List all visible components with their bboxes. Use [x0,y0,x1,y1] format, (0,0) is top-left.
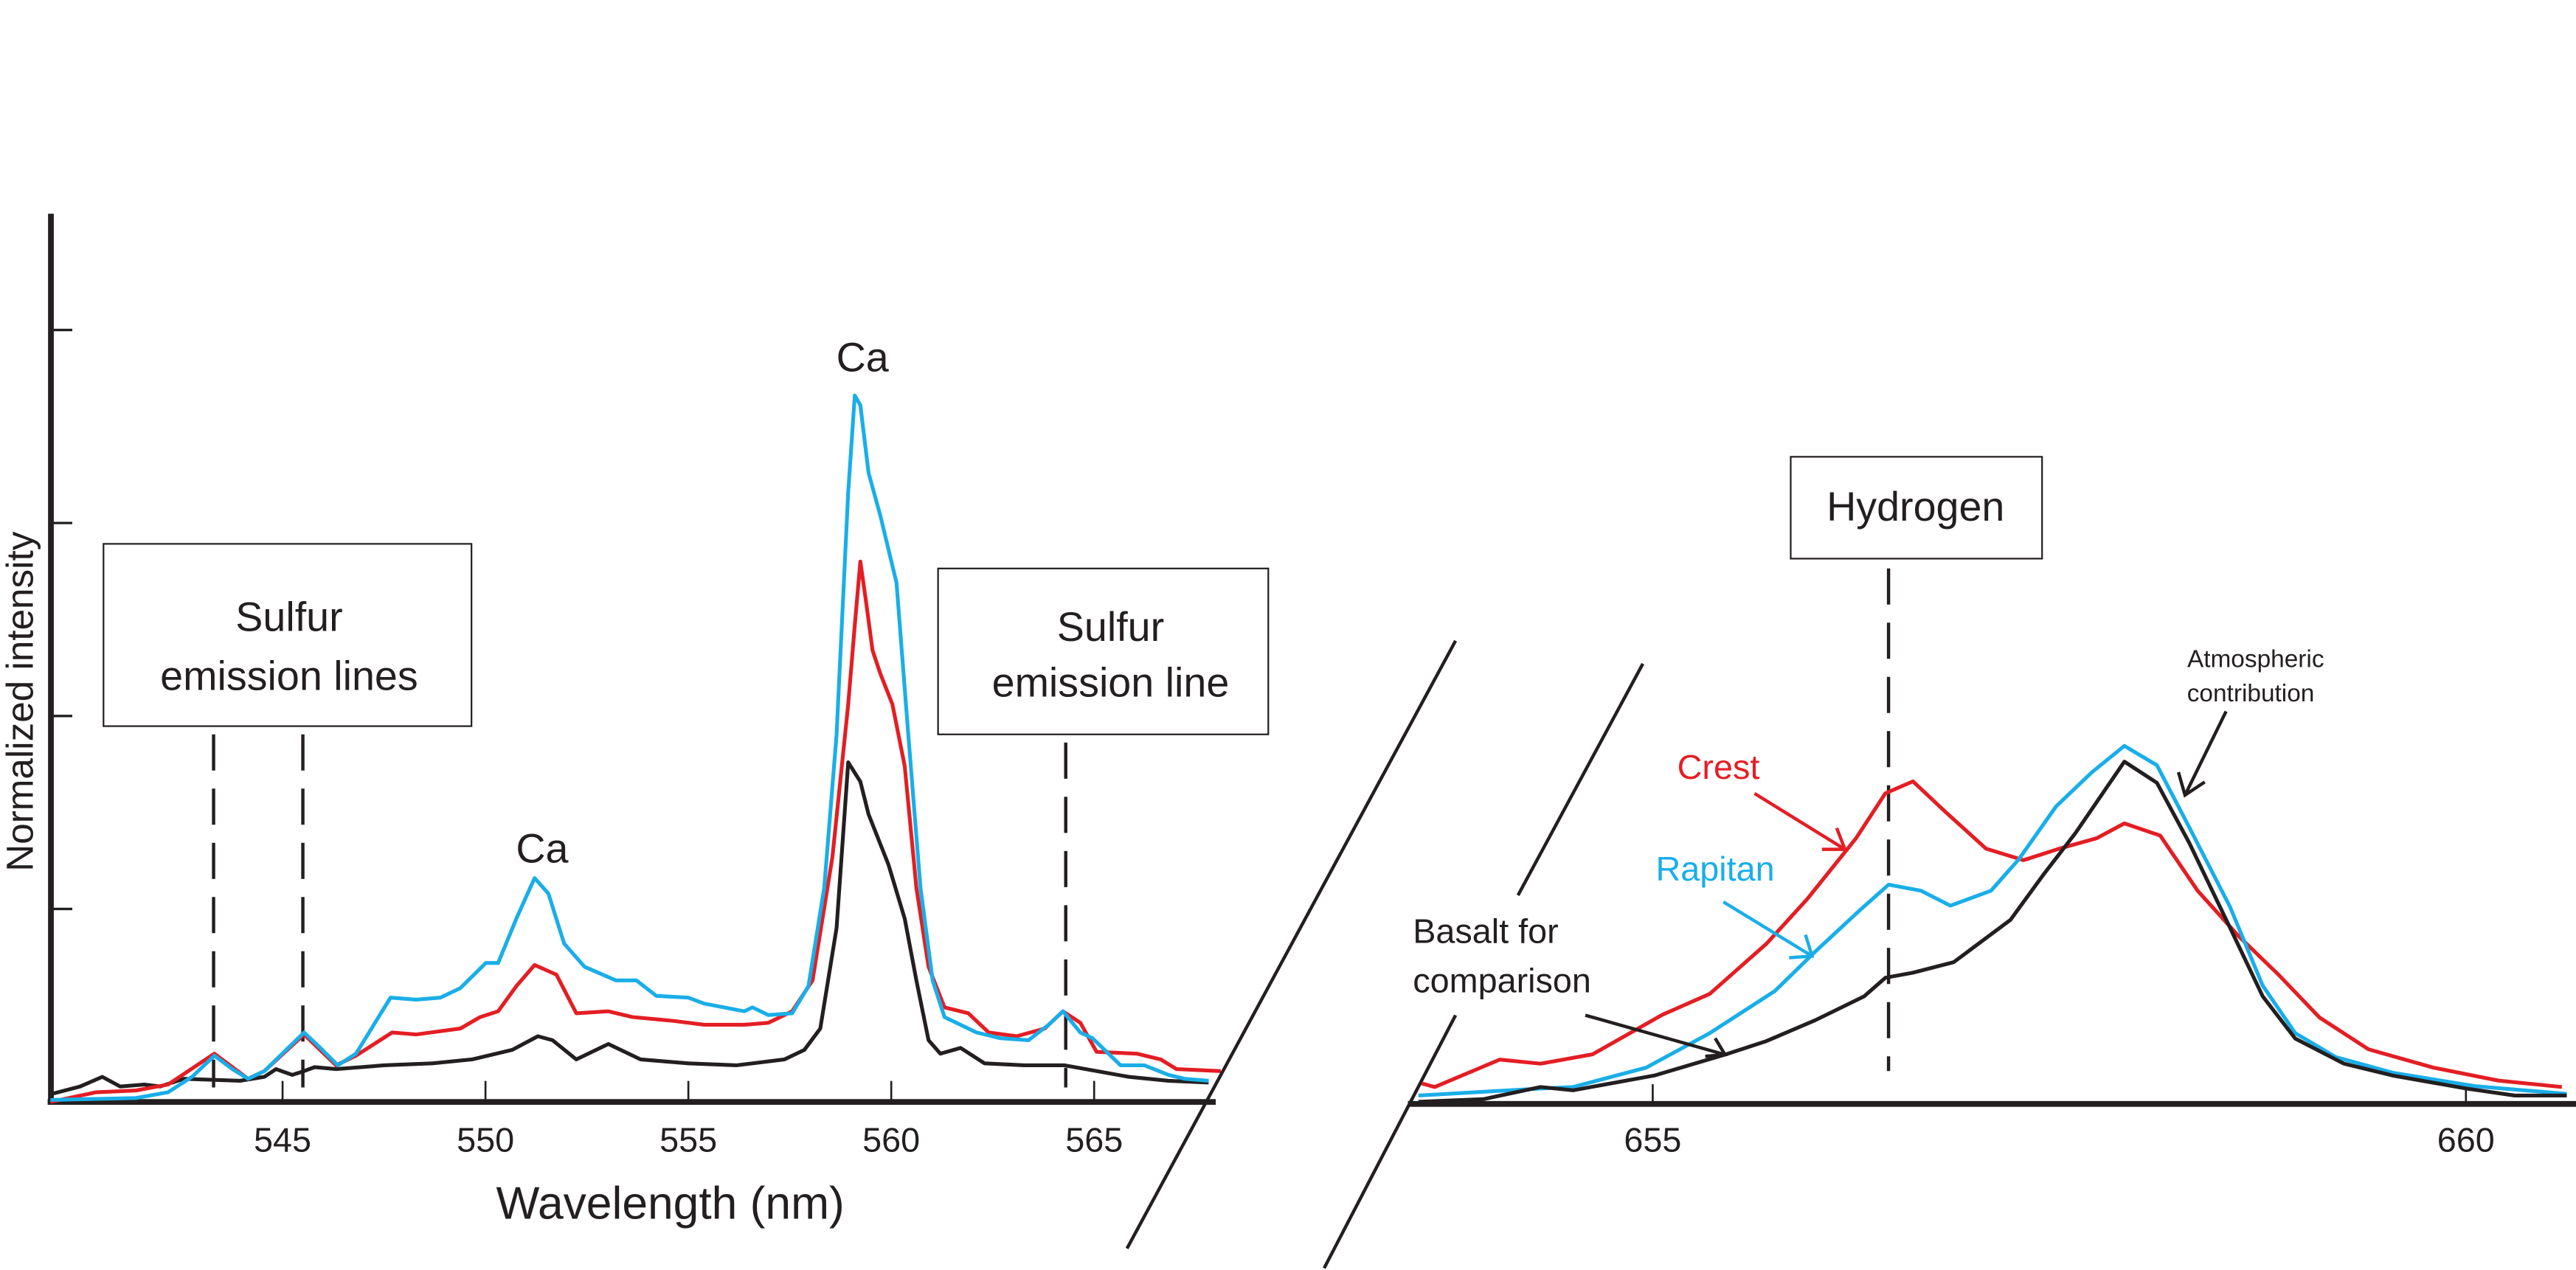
left-series-rapitan-line [50,393,1209,1103]
axis-break-line-right-upper [1516,662,1645,897]
axis-break-line-left [1125,639,1458,1249]
left-x-tick-label: 545 [254,1120,311,1159]
left-series-basalt-line [49,760,1209,1097]
rapitan-arrow [1722,900,1815,960]
left-x-tick-label: 565 [1065,1120,1123,1159]
sulfur-lines-box [103,543,473,727]
crest-label: Crest [1677,748,1760,786]
left-x-tick-label: 560 [862,1120,920,1159]
sulfur-line-box [937,567,1270,735]
hydrogen-label: Hydrogen [1827,484,2004,530]
ca-label-large: Ca [837,335,889,381]
left-x-tick-label: 555 [659,1120,717,1159]
left-x-tick-label: 550 [457,1120,514,1159]
basalt-label-2: comparison [1413,961,1591,999]
left-y-axis-label: Normalized intensity [0,531,41,872]
crest-arrow [1753,792,1848,851]
basalt-arrow [1585,1013,1728,1058]
right-x-tick-label: 660 [2437,1120,2495,1159]
sulfur-line-label-2: emission line [992,660,1230,706]
rapitan-label: Rapitan [1655,850,1774,888]
right-x-tick-label: 655 [1624,1120,1681,1159]
basalt-label-1: Basalt for [1413,912,1558,951]
atmospheric-label-2: contribution [2187,680,2315,707]
right-series-basalt-line [1418,760,2567,1104]
sulfur-lines-label-2: emission lines [160,653,418,699]
right-series-crest-line [1421,779,2563,1089]
hydrogen-box [1790,456,2043,560]
atmospheric-arrow [2176,710,2228,798]
left-panel: 545 550 555 560 565 Wavelength (nm) Normaliz… [0,213,1270,1229]
right-series-rapitan-line [1418,743,2567,1098]
right-panel: 655 660 Hydrogen Atmospheric contribution… [1408,456,2576,1159]
axis-break-line-right-lower [1323,1014,1458,1269]
sulfur-lines-label-1: Sulfur [235,594,342,639]
left-x-axis-label: Wavelength (nm) [496,1179,844,1229]
axis-break [1125,639,1645,1269]
sulfur-line-label-1: Sulfur [1057,604,1164,650]
ca-label-small: Ca [516,825,568,871]
atmospheric-label-1: Atmospheric [2187,645,2324,673]
